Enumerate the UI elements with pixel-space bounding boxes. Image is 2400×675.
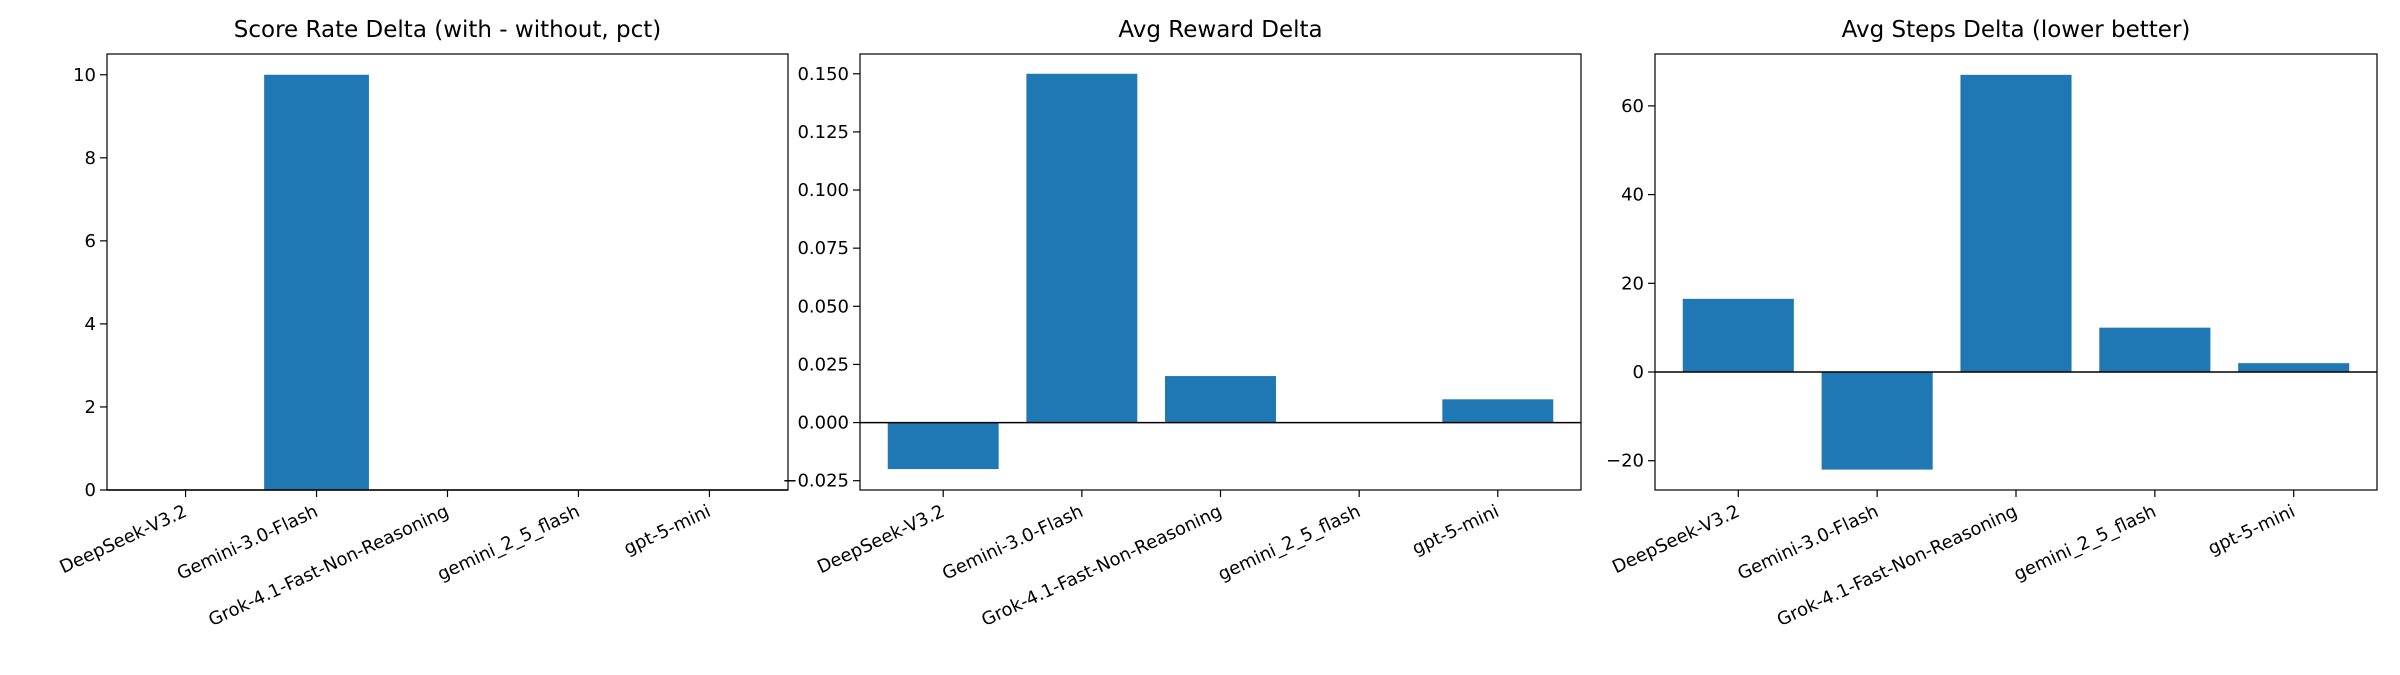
y-tick-label: 40 [1621,185,1644,206]
y-tick-label: 60 [1621,96,1644,117]
y-tick-label: 10 [73,65,96,86]
subplot: Avg Reward Delta −0.025 0.000 0.025 0.050 0.0… [782,17,1582,631]
bar [887,422,999,470]
x-tick-label: gpt-5-mini [1409,501,1502,559]
bar [1821,372,1933,470]
bar [1165,376,1276,423]
chart-title: Score Rate Delta (with - without, pct) [234,17,661,43]
y-tick-label: 0.125 [797,122,849,143]
y-tick-label: 20 [1621,273,1644,294]
y-tick-label: 6 [85,231,96,252]
x-tick-label: gemini_2_5_flash [2011,501,2160,585]
x-tick-label: gemini_2_5_flash [1215,501,1364,585]
y-tick-label: 8 [85,148,96,169]
x-tick-label: DeepSeek-V3.2 [814,501,948,578]
axes-frame [859,53,1582,491]
x-tick-label: Grok-4.1-Fast-Non-Reasoning [1774,501,2021,631]
y-tick-label: 4 [85,314,96,335]
chart-title: Avg Steps Delta (lower better) [1842,17,2191,43]
y-tick-label: 0 [85,480,96,501]
y-tick-label: 0.150 [797,64,849,85]
y-tick-label: 0.100 [797,180,849,201]
x-tick-label: Grok-4.1-Fast-Non-Reasoning [205,501,452,631]
bar [1442,399,1554,423]
x-tick-label: gpt-5-mini [621,501,714,559]
y-tick-label: 0.050 [797,296,849,317]
axes-frame [106,53,789,491]
y-tick-label: 0 [1633,362,1644,383]
bar [264,74,369,490]
x-tick-label: gpt-5-mini [2205,501,2298,559]
bar [2099,327,2211,373]
y-tick-label: 0.000 [797,413,849,434]
x-tick-label: Grok-4.1-Fast-Non-Reasoning [978,501,1225,631]
y-tick-label: 0.025 [797,354,849,375]
bar [1682,298,1794,373]
x-tick-label: gemini_2_5_flash [434,501,583,585]
y-tick-label: −20 [1606,451,1644,472]
y-tick-label: −0.025 [782,471,849,492]
subplot: Avg Steps Delta (lower better) −20 0 20 40 60… [1606,17,2378,631]
bar [1960,74,2072,373]
y-tick-label: 2 [85,397,96,418]
bar [1026,73,1138,423]
bar [2238,363,2350,373]
axes-frame [1654,53,2378,491]
y-tick-label: 0.075 [797,238,849,259]
x-tick-label: DeepSeek-V3.2 [56,501,190,578]
subplot: Score Rate Delta (with - without, pct) 0 2… [56,17,789,631]
chart-title: Avg Reward Delta [1118,17,1322,43]
x-tick-label: DeepSeek-V3.2 [1609,501,1743,578]
